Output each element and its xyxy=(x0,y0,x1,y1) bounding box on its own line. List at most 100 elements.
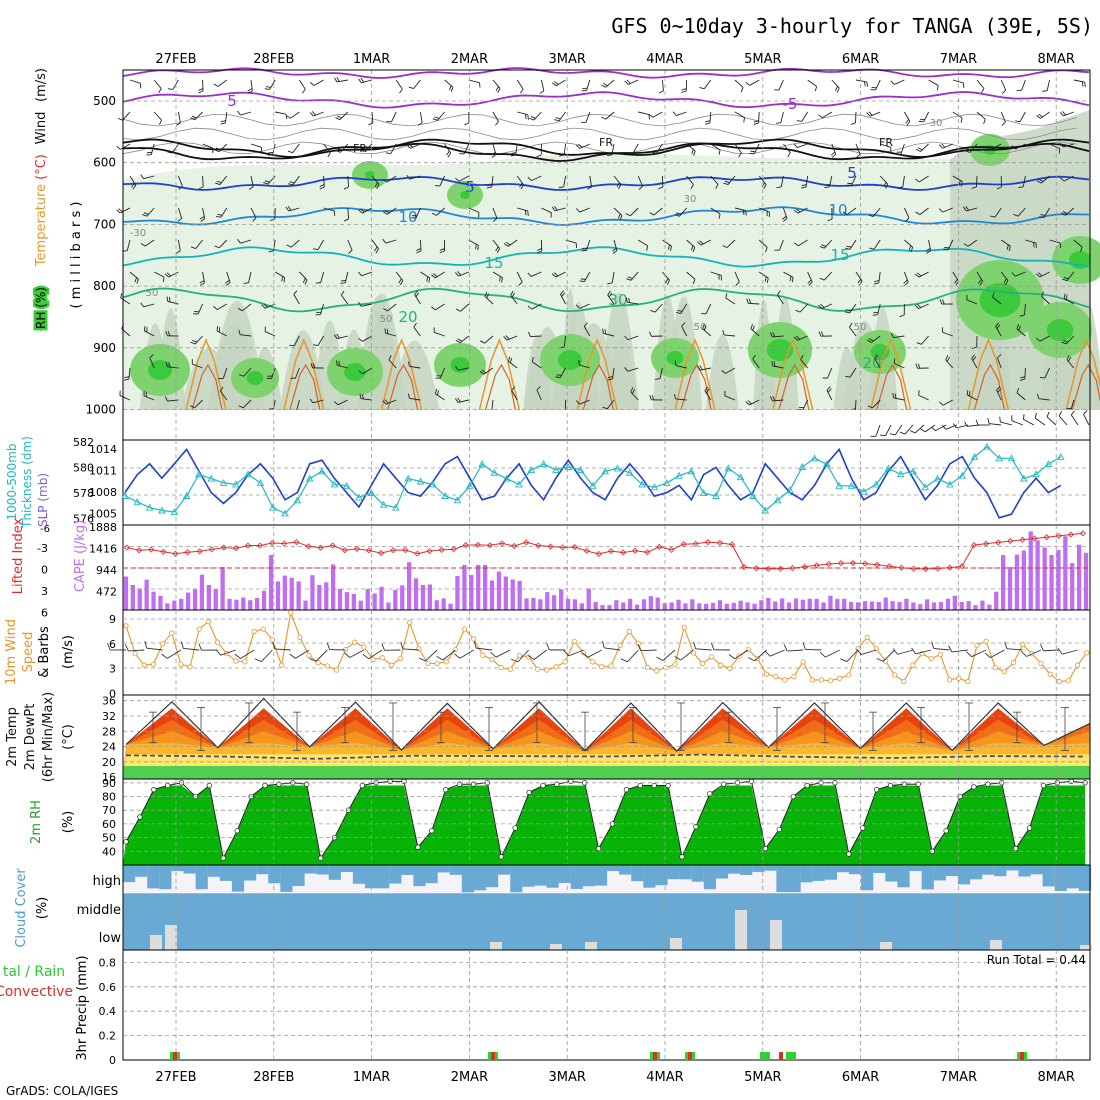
cape-bar xyxy=(1007,567,1013,610)
wind-barb-staff xyxy=(1038,398,1050,401)
rh-marker xyxy=(943,828,949,834)
wind-barb-feather xyxy=(283,277,286,283)
wind-barb-staff xyxy=(269,79,276,90)
wind-barb-staff xyxy=(340,294,349,305)
wind-barb-staff xyxy=(759,207,770,213)
rh-marker xyxy=(679,854,685,860)
cloud-high-bar xyxy=(909,865,922,872)
wind-barb-staff xyxy=(492,271,503,279)
cape-tick-label: 944 xyxy=(96,564,117,577)
wind-barb-feather xyxy=(439,248,445,251)
wind-barb-feather xyxy=(869,247,875,250)
wind-speed-marker xyxy=(846,672,852,678)
rh-ylabel-1: 2m RH xyxy=(29,800,44,844)
pressure-tick-label: 600 xyxy=(93,156,116,170)
cloud-low-bar xyxy=(490,942,502,950)
wind-barb-feather xyxy=(454,398,459,403)
wind-barb-feather xyxy=(309,81,315,86)
wind-barb-feather xyxy=(238,405,244,409)
cape-bar xyxy=(814,598,819,610)
wind-barb-staff xyxy=(531,303,542,310)
wind-barb-feather xyxy=(428,277,431,283)
wind-barb-staff xyxy=(390,143,397,154)
wind-barb-feather xyxy=(503,336,508,341)
cape-bar xyxy=(1028,531,1033,610)
wind-barb-feather xyxy=(527,114,529,120)
wind-barb-feather xyxy=(1008,246,1011,252)
lifted-index-marker xyxy=(813,562,820,569)
wind-barb-staff xyxy=(613,239,618,251)
wind-barb-feather xyxy=(408,143,413,148)
slp-ylabels: 1000-500mb Thickness (dm) SLP (mb) xyxy=(5,436,50,529)
lifted-index-marker xyxy=(148,546,155,553)
wind-barb-feather xyxy=(1003,278,1007,284)
wind-barb-feather xyxy=(219,386,224,392)
wind-barb-feather xyxy=(528,331,531,337)
cloud-high-bar xyxy=(800,865,813,883)
wind-barb-feather xyxy=(745,81,750,86)
wind-barb-staff xyxy=(218,143,228,153)
wind-speed-marker xyxy=(699,660,706,667)
wind-barb-feather xyxy=(867,405,873,409)
wind-speed-marker xyxy=(553,664,559,670)
wind-barb-staff xyxy=(202,271,205,283)
wind-barb-feather xyxy=(263,303,268,308)
wind-speed-marker xyxy=(196,626,202,632)
wind-barb-staff xyxy=(824,271,833,281)
wind-barb-staff xyxy=(508,239,518,247)
wind-barb-feather xyxy=(248,186,254,190)
wind-barb-feather xyxy=(216,325,219,331)
wind-barb-feather xyxy=(971,354,976,359)
cloud-high-bar xyxy=(655,865,668,886)
wind-barb-feather xyxy=(742,209,745,215)
wind-barb-staff xyxy=(531,175,542,182)
wind-barb-feather xyxy=(999,416,1001,423)
wind-barb-staff xyxy=(294,367,300,379)
wind-barb-staff xyxy=(894,424,903,436)
cape-bar xyxy=(945,598,951,610)
cape-bar xyxy=(821,602,826,610)
wind-barb-feather xyxy=(665,278,669,284)
wind-barb-staff xyxy=(459,335,470,344)
wind-barb-staff xyxy=(323,143,331,153)
wind-barb-feather xyxy=(624,80,629,85)
wind-barb-feather xyxy=(845,247,851,250)
wind-speed-marker xyxy=(251,628,257,635)
wind-barb-feather xyxy=(905,119,910,124)
top-date-axis: 27FEB 28FEB 1MAR 2MAR 3MAR 4MAR 5MAR 6MAR 7MAR 8M… xyxy=(155,52,1074,67)
wind-speed-marker xyxy=(928,655,934,662)
wind-barb-feather xyxy=(362,654,370,660)
lifted-index-marker xyxy=(414,550,421,557)
wind-barb-staff xyxy=(780,111,784,123)
thickness-marker xyxy=(638,480,646,488)
wind-barb-feather xyxy=(117,117,123,121)
wind-speed-marker xyxy=(178,661,184,667)
lifted-index-marker xyxy=(753,565,760,572)
cloud-high-bar xyxy=(244,865,257,881)
wind-barb-feather xyxy=(1038,113,1043,118)
contour-label: 10 xyxy=(398,208,417,226)
cloud-high-bar xyxy=(643,865,656,888)
cape-bar xyxy=(303,600,308,610)
cloud-high-bar xyxy=(1066,865,1079,889)
wind-barb-feather xyxy=(952,423,957,429)
wind-barb-staff xyxy=(883,649,895,662)
rh-shade-bright xyxy=(558,350,582,370)
cape-bar xyxy=(1063,536,1068,610)
wind-barb-feather xyxy=(1061,341,1067,345)
thickness-marker xyxy=(933,474,942,482)
wind-speed-marker xyxy=(1010,660,1017,666)
wind-barb-staff xyxy=(995,326,1002,337)
wind-barb-feather xyxy=(997,388,1002,393)
thickness-marker xyxy=(281,509,289,517)
temperature-contour-hot xyxy=(582,363,614,411)
lifted-index-marker xyxy=(692,540,699,547)
wind-barb-feather xyxy=(199,216,205,220)
wind-barb-feather xyxy=(555,376,561,379)
wind-barb-feather xyxy=(487,184,493,187)
wind-barb-feather xyxy=(200,218,205,222)
wind-barb-feather xyxy=(958,180,961,186)
wind-barb-feather xyxy=(175,122,181,126)
wind-barb-staff xyxy=(1063,143,1074,148)
wind-barb-feather xyxy=(388,355,392,360)
